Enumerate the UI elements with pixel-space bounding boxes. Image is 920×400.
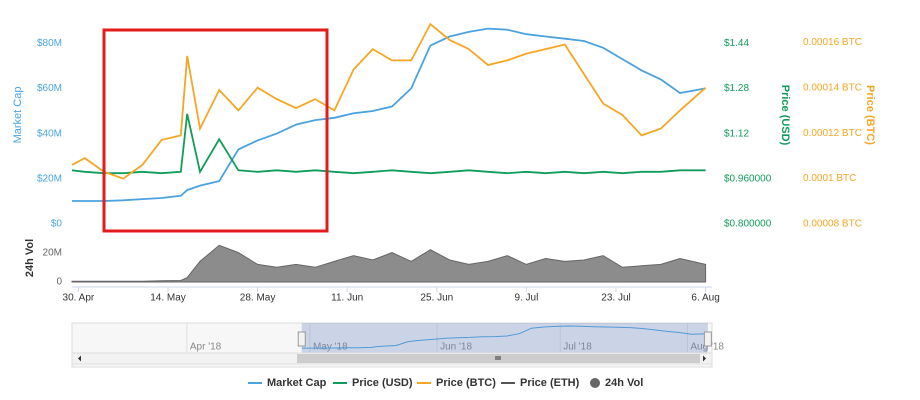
x-tick-label: 11. Jun: [331, 293, 363, 304]
navigator-handle[interactable]: [297, 331, 306, 347]
series-line: [71, 22, 707, 180]
y3-tick-label: 0.0001 BTC: [803, 173, 856, 184]
y2-axis-title: Price (USD): [779, 85, 791, 146]
y-tick-label: $60M: [37, 83, 62, 94]
x-tick-label: 14. May: [150, 293, 186, 304]
navigator[interactable]: Apr '18 May '18 Jun '18 Jul '18 Aug '18: [186, 323, 725, 353]
y2-tick-label: $1.44: [724, 38, 749, 49]
legend-item[interactable]: Market Cap: [267, 377, 327, 389]
y3-axis-title: Price (BTC): [864, 85, 876, 145]
navigator-selection: [301, 323, 708, 353]
x-tick-label: 25. Jun: [420, 293, 453, 304]
navigator-tick-label: Jun '18: [440, 342, 472, 353]
x-tick-label: 30. Apr: [63, 293, 95, 304]
vol-tick-label: 0: [56, 277, 62, 288]
navigator-line: [301, 325, 708, 349]
x-tick-label: 6. Aug: [691, 293, 719, 304]
y2-tick-label: $1.12: [724, 128, 749, 139]
navigator-handle[interactable]: [703, 331, 712, 347]
legend-symbol: [590, 378, 600, 388]
y3-tick-label: 0.00014 BTC: [803, 82, 862, 93]
x-tick-label: 9. Jul: [514, 293, 538, 304]
navigator-tick-label: May '18: [313, 342, 348, 353]
legend-item[interactable]: Price (BTC): [436, 377, 496, 389]
x-tick-label: 23. Jul: [601, 293, 630, 304]
legend-item[interactable]: 24h Vol: [605, 377, 643, 389]
highlight-box: [102, 28, 329, 233]
scrollbar-grip: [495, 356, 501, 360]
y3-tick-label: 0.00016 BTC: [803, 37, 862, 48]
legend-item[interactable]: Price (USD): [352, 377, 413, 389]
y2-tick-label: $0.960000: [724, 173, 772, 184]
y2-tick-label: $1.28: [724, 83, 749, 94]
navigator-tick-label: Aug '18: [690, 342, 724, 353]
scroll-left-arrow[interactable]: [78, 355, 81, 362]
y-tick-label: $0: [51, 219, 63, 230]
x-tick-label: 28. May: [240, 293, 276, 304]
legend-item[interactable]: Price (ETH): [520, 377, 580, 389]
y-tick-label: $40M: [37, 128, 62, 139]
series-line: [72, 27, 706, 202]
navigator-tick-label: Apr '18: [190, 342, 222, 353]
series-line: [71, 113, 706, 175]
y-tick-label: $20M: [37, 173, 62, 184]
scroll-right-arrow[interactable]: [703, 355, 706, 362]
y2-tick-label: $0.800000: [724, 219, 772, 230]
y3-tick-label: 0.00008 BTC: [803, 219, 862, 230]
y-axis-title: Market Cap: [12, 87, 24, 144]
volume-area: [71, 244, 707, 283]
vol-axis-title: 24h Vol: [24, 239, 36, 277]
vol-tick-label: 20M: [43, 247, 62, 258]
y-tick-label: $80M: [37, 38, 62, 49]
navigator-tick-label: Jul '18: [563, 342, 592, 353]
y3-tick-label: 0.00012 BTC: [803, 128, 862, 139]
